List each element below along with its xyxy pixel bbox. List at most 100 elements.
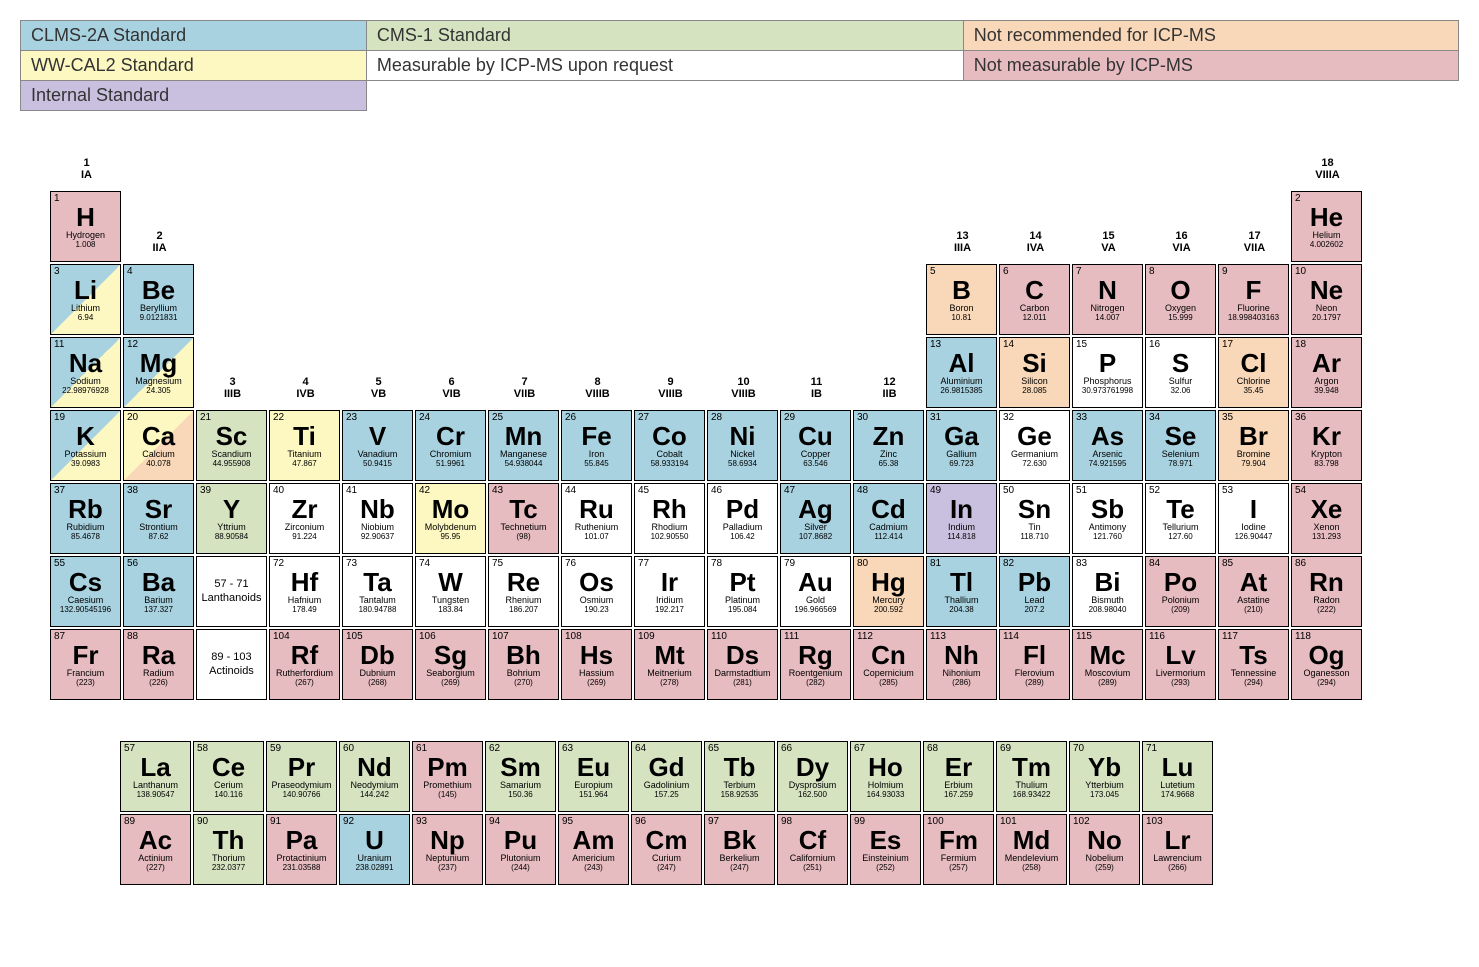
atomic-mass: 190.23 (562, 606, 631, 615)
element-Na: 11NaSodium22.98976928 (50, 337, 121, 408)
atomic-number: 35 (1222, 412, 1233, 423)
element-Pr: 59PrPraseodymium140.90766 (266, 741, 337, 812)
group-label-6: 6VIB (415, 376, 488, 400)
group-label-5: 5VB (342, 376, 415, 400)
element-Dy: 66DyDysprosium162.500 (777, 741, 848, 812)
group-label-9: 9VIIIB (634, 376, 707, 400)
atomic-number: 65 (708, 743, 719, 754)
atomic-number: 54 (1295, 485, 1306, 496)
atomic-number: 15 (1076, 339, 1087, 350)
element-symbol: Ge (1000, 423, 1069, 449)
element-symbol: Li (51, 277, 120, 303)
atomic-number: 40 (273, 485, 284, 496)
element-symbol: Fr (51, 642, 120, 668)
atomic-number: 4 (127, 266, 133, 277)
element-He: 2HeHelium4.002602 (1291, 191, 1362, 262)
element-symbol: Ar (1292, 350, 1361, 376)
atomic-mass: (145) (413, 791, 482, 800)
atomic-number: 114 (1003, 631, 1019, 642)
atomic-mass: 58.6934 (708, 460, 777, 469)
atomic-mass: 162.500 (778, 791, 847, 800)
element-symbol: P (1073, 350, 1142, 376)
atomic-mass: 138.90547 (121, 791, 190, 800)
element-symbol: Er (924, 754, 993, 780)
atomic-number: 61 (416, 743, 427, 754)
element-Cn: 112CnCopernicium(285) (853, 629, 924, 700)
atomic-number: 75 (492, 558, 503, 569)
atomic-mass: 92.90637 (343, 533, 412, 542)
atomic-mass: (227) (121, 864, 190, 873)
element-symbol: Br (1219, 423, 1288, 449)
element-symbol: Sr (124, 496, 193, 522)
atomic-number: 85 (1222, 558, 1233, 569)
atomic-mass: 47.867 (270, 460, 339, 469)
atomic-number: 88 (127, 631, 138, 642)
element-symbol: Cf (778, 827, 847, 853)
element-symbol: Am (559, 827, 628, 853)
element-Pa: 91PaProtactinium231.03588 (266, 814, 337, 885)
atomic-mass: 20.1797 (1292, 314, 1361, 323)
atomic-mass: 50.9415 (343, 460, 412, 469)
element-U: 92UUranium238.02891 (339, 814, 410, 885)
element-Zr: 40ZrZirconium91.224 (269, 483, 340, 554)
element-symbol: B (927, 277, 996, 303)
group-label-2: 2IIA (123, 230, 196, 254)
atomic-number: 52 (1149, 485, 1160, 496)
atomic-number: 28 (711, 412, 722, 423)
element-Mo: 42MoMolybdenum95.95 (415, 483, 486, 554)
atomic-mass: 208.98040 (1073, 606, 1142, 615)
element-symbol: Sg (416, 642, 485, 668)
element-symbol: Ce (194, 754, 263, 780)
element-Ca: 20CaCalcium40.078 (123, 410, 194, 481)
atomic-mass: (223) (51, 679, 120, 688)
atomic-number: 47 (784, 485, 795, 496)
atomic-mass: 121.760 (1073, 533, 1142, 542)
element-symbol: Y (197, 496, 266, 522)
element-C: 6CCarbon12.011 (999, 264, 1070, 335)
atomic-mass: 1.008 (51, 241, 120, 250)
element-Bh: 107BhBohrium(270) (488, 629, 559, 700)
element-symbol: Bh (489, 642, 558, 668)
atomic-number: 82 (1003, 558, 1014, 569)
atomic-mass: (268) (343, 679, 412, 688)
atomic-mass: 183.84 (416, 606, 485, 615)
atomic-number: 91 (270, 816, 281, 827)
element-Br: 35BrBromine79.904 (1218, 410, 1289, 481)
group-label-1: 1IA (50, 157, 123, 181)
atomic-number: 1 (54, 193, 60, 204)
atomic-number: 44 (565, 485, 576, 496)
atomic-number: 39 (200, 485, 211, 496)
element-Lu: 71LuLutetium174.9668 (1142, 741, 1213, 812)
atomic-number: 41 (346, 485, 357, 496)
element-symbol: Md (997, 827, 1066, 853)
atomic-number: 42 (419, 485, 430, 496)
element-symbol: W (416, 569, 485, 595)
element-Np: 93NpNeptunium(237) (412, 814, 483, 885)
element-Cr: 24CrChromium51.9961 (415, 410, 486, 481)
atomic-number: 108 (565, 631, 582, 642)
element-S: 16SSulfur32.06 (1145, 337, 1216, 408)
atomic-number: 112 (857, 631, 873, 642)
atomic-mass: 180.94788 (343, 606, 412, 615)
element-Er: 68ErErbium167.259 (923, 741, 994, 812)
atomic-number: 68 (927, 743, 938, 754)
atomic-number: 78 (711, 558, 722, 569)
element-symbol: Mn (489, 423, 558, 449)
element-Hf: 72HfHafnium178.49 (269, 556, 340, 627)
element-symbol: K (51, 423, 120, 449)
element-Co: 27CoCobalt58.933194 (634, 410, 705, 481)
atomic-mass: (289) (1073, 679, 1142, 688)
atomic-number: 77 (638, 558, 649, 569)
element-symbol: Sm (486, 754, 555, 780)
element-symbol: Hf (270, 569, 339, 595)
atomic-number: 56 (127, 558, 138, 569)
element-K: 19KPotassium39.0983 (50, 410, 121, 481)
group-label-7: 7VIIB (488, 376, 561, 400)
atomic-mass: 40.078 (124, 460, 193, 469)
atomic-number: 8 (1149, 266, 1155, 277)
element-symbol: Mg (124, 350, 193, 376)
atomic-mass: 78.971 (1146, 460, 1215, 469)
element-symbol: Lu (1143, 754, 1212, 780)
atomic-number: 98 (781, 816, 792, 827)
element-P: 15PPhosphorus30.973761998 (1072, 337, 1143, 408)
